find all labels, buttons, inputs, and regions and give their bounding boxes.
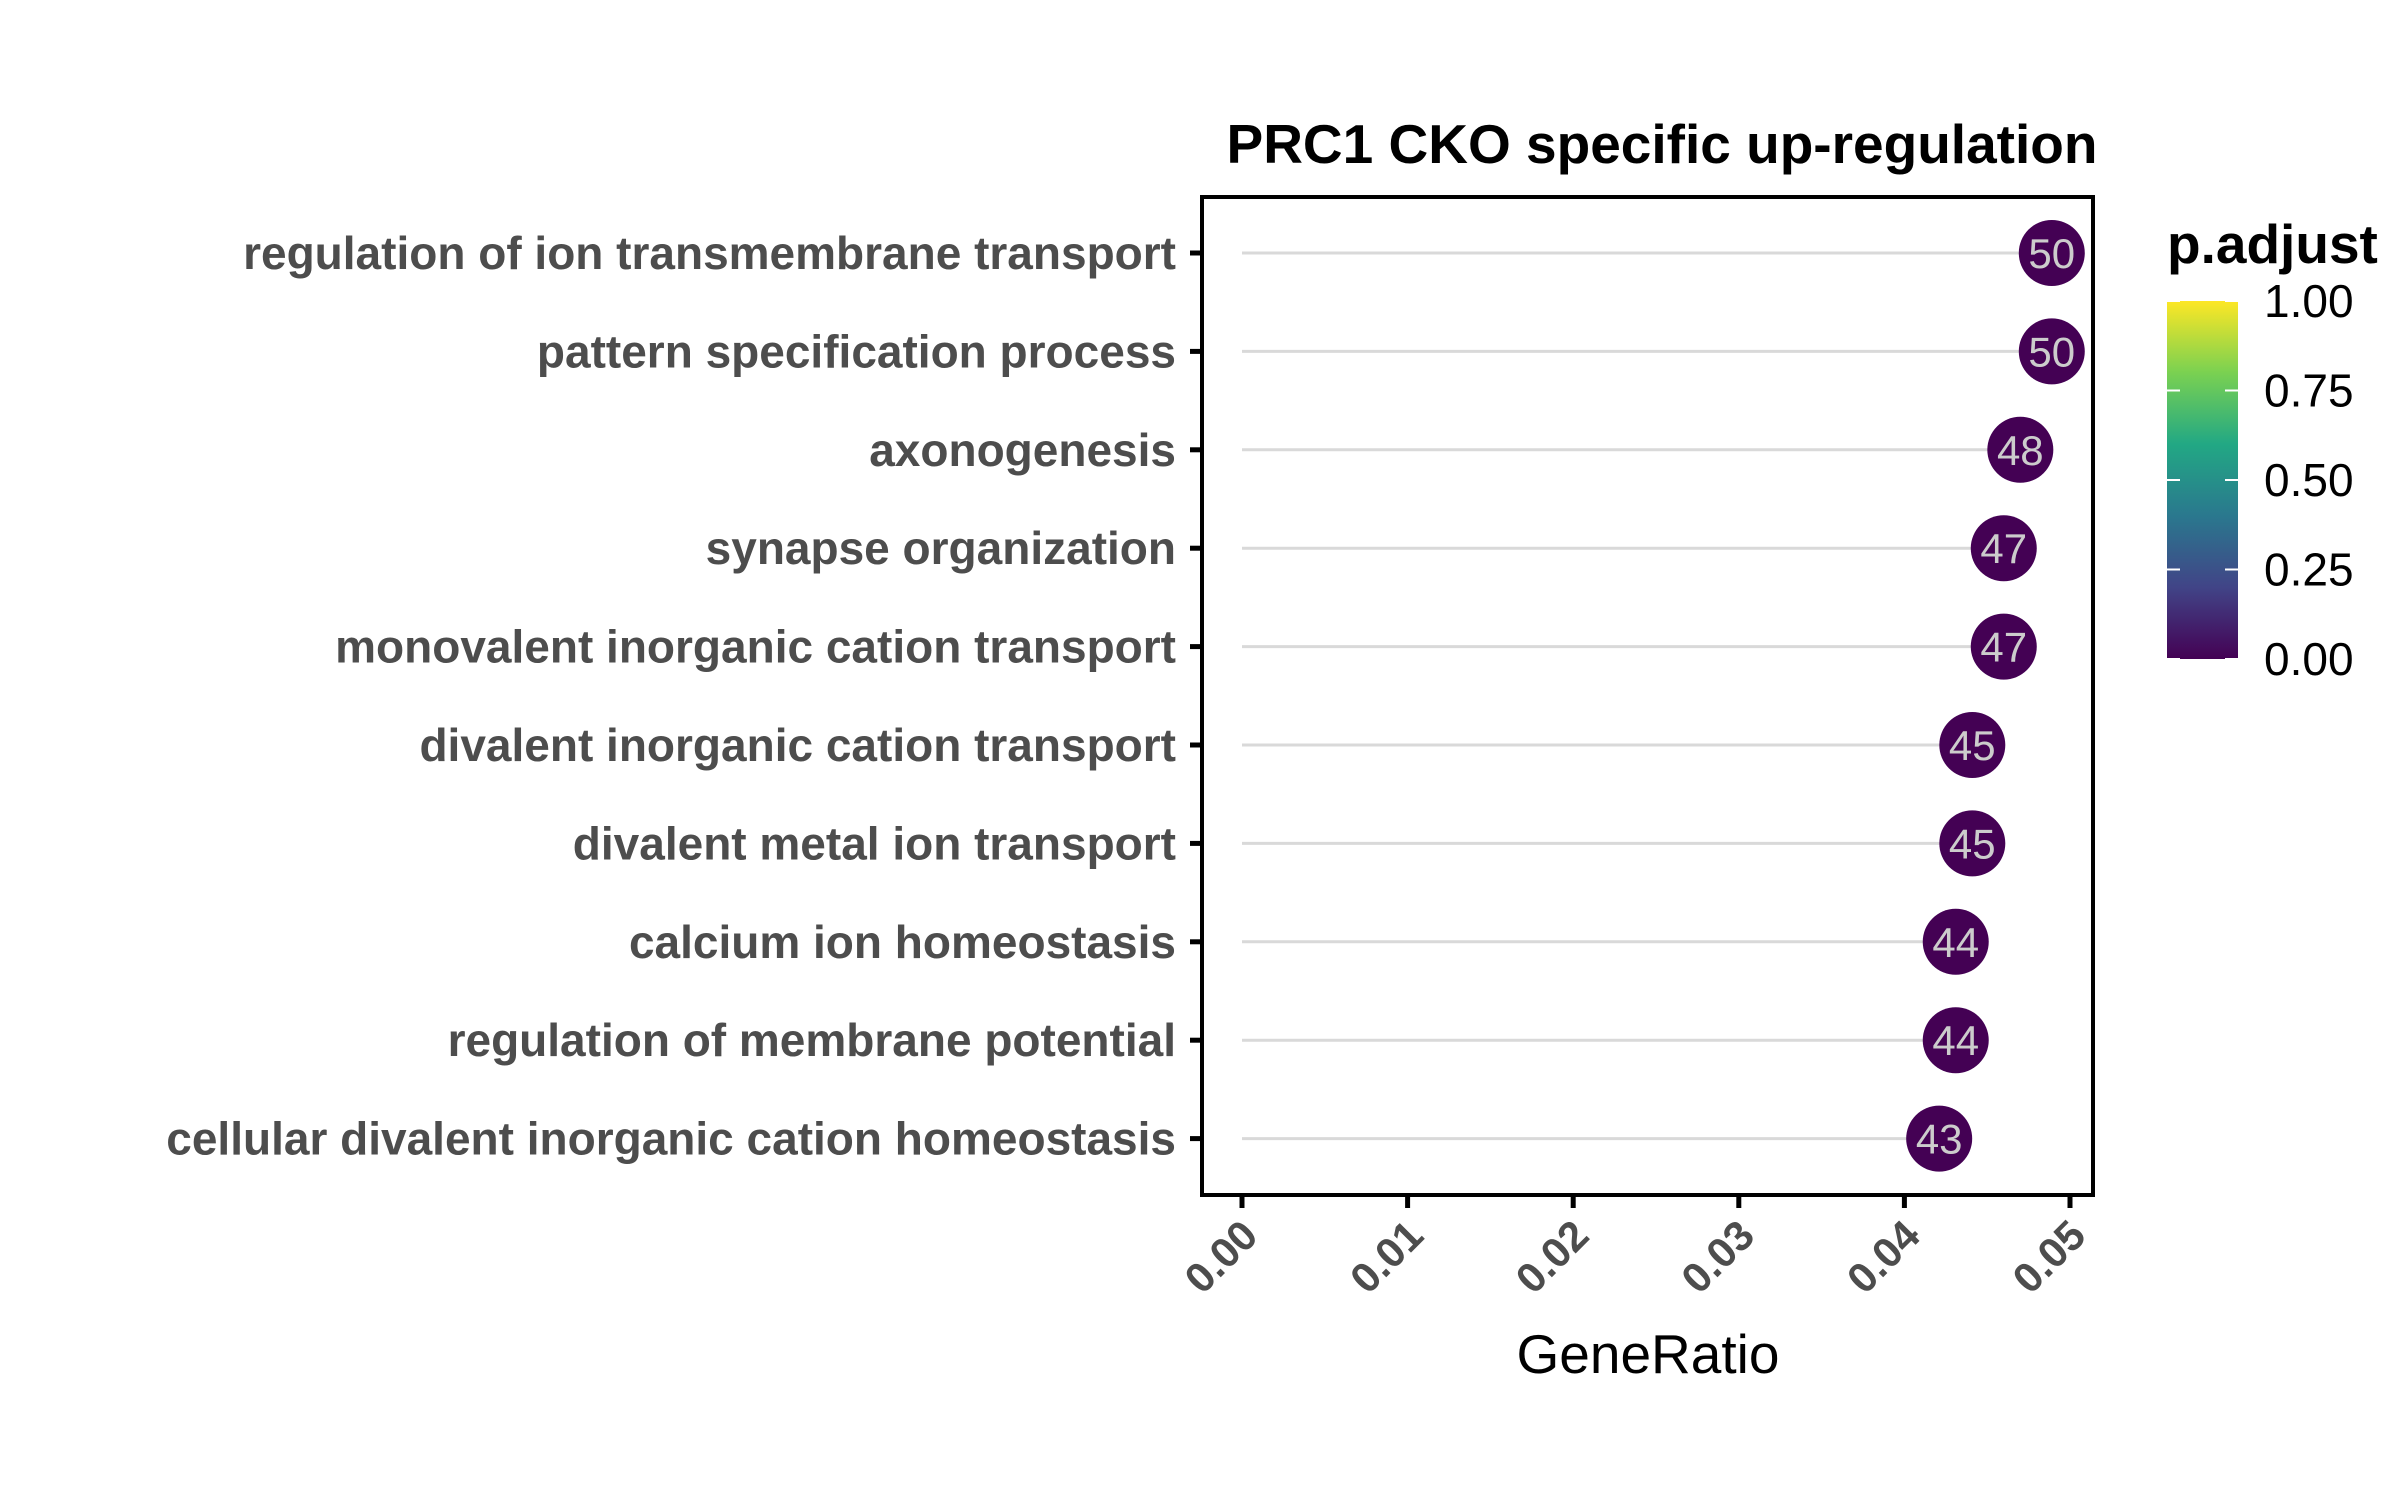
- y-category-label: divalent metal ion transport: [573, 817, 1176, 869]
- data-point: [2018, 220, 2085, 286]
- legend-tick-label: 0.25: [2264, 544, 2354, 596]
- data-point: [1906, 1105, 1973, 1172]
- y-category-label: cellular divalent inorganic cation homeo…: [166, 1113, 1176, 1165]
- x-axis: 0.00 0.01 0.02 0.03 0.04 0.05: [1175, 1195, 2094, 1302]
- x-axis-title: GeneRatio: [1517, 1323, 1780, 1385]
- x-tick-label: 0.05: [2003, 1211, 2094, 1302]
- y-category-label: pattern specification process: [537, 325, 1176, 377]
- point-count-label: 47: [1980, 525, 2027, 572]
- legend: p.adjust 1.00 0.75 0.50 0.25 0.00: [2167, 213, 2378, 685]
- point-count-label: 50: [2028, 328, 2075, 375]
- x-tick-label: 0.00: [1175, 1211, 1266, 1302]
- data-point: [1970, 613, 2037, 680]
- y-category-label: axonogenesis: [869, 424, 1176, 476]
- legend-ticks: 1.00 0.75 0.50 0.25 0.00: [2167, 275, 2354, 685]
- y-category-label: monovalent inorganic cation transport: [335, 621, 1176, 673]
- data-point: [1987, 416, 2054, 483]
- y-axis: regulation of ion transmembrane transpor…: [166, 227, 1202, 1165]
- chart-title: PRC1 CKO specific up-regulation: [1227, 113, 2098, 175]
- data-point: [1922, 1007, 1989, 1074]
- point-count-label: 50: [2028, 230, 2075, 277]
- point-count-label: 47: [1980, 624, 2027, 671]
- point-count-label: 45: [1949, 722, 1996, 769]
- x-tick-label: 0.03: [1672, 1211, 1763, 1302]
- segments-layer: [1242, 251, 2052, 1141]
- data-point: [2018, 318, 2085, 385]
- data-point: [1922, 908, 1989, 975]
- plot-panel-border: [1200, 195, 2095, 1197]
- point-count-label: 43: [1916, 1116, 1963, 1163]
- y-category-label: regulation of membrane potential: [448, 1014, 1176, 1066]
- legend-title: p.adjust: [2167, 213, 2378, 275]
- legend-tick-label: 0.75: [2264, 365, 2354, 417]
- y-category-label: regulation of ion transmembrane transpor…: [243, 227, 1176, 279]
- data-point: [1970, 515, 2037, 582]
- x-tick-label: 0.01: [1341, 1211, 1432, 1302]
- data-point: [1939, 810, 2006, 877]
- point-count-label: 45: [1949, 820, 1996, 867]
- point-count-label: 48: [1997, 427, 2044, 474]
- data-point: [1939, 712, 2006, 778]
- x-tick-label: 0.02: [1507, 1211, 1598, 1302]
- y-category-label: calcium ion homeostasis: [629, 916, 1176, 968]
- points-layer: 50 50 48 47 47 45 45 44 44 43: [1906, 220, 2085, 1172]
- point-count-label: 44: [1932, 1017, 1979, 1064]
- legend-tick-label: 0.50: [2264, 454, 2354, 506]
- x-tick-label: 0.04: [1838, 1211, 1929, 1302]
- legend-tick-label: 1.00: [2264, 275, 2354, 327]
- legend-tick-label: 0.00: [2264, 633, 2354, 685]
- point-count-label: 44: [1932, 919, 1979, 966]
- y-category-label: divalent inorganic cation transport: [419, 719, 1176, 771]
- y-category-label: synapse organization: [706, 522, 1176, 574]
